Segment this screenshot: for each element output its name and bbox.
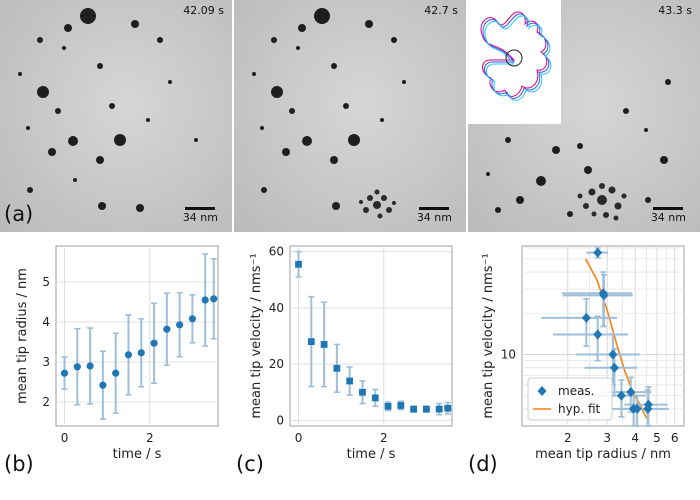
x-axis-label: mean tip radius / nm: [535, 447, 671, 462]
y-axis-label: mean tip velocity / nms⁻¹: [481, 253, 496, 418]
y-tick-label: 0: [276, 413, 284, 427]
y-tick-label: 40: [269, 301, 284, 315]
frame-timestamp: 42.7 s: [424, 4, 458, 17]
plot-frame: [289, 245, 453, 427]
x-tick-label: 2: [380, 431, 388, 445]
data-point: [188, 315, 197, 323]
data-point: [608, 349, 618, 360]
data-point: [112, 369, 120, 377]
chart-b: 0 2 2 3 4 5 time / s mean tip radius / nm: [0, 232, 232, 500]
contour-inset: [467, 0, 561, 124]
frame-timestamp: 43.3 s: [658, 4, 692, 17]
data-point: [435, 405, 443, 413]
scale-bar-label: 34 nm: [650, 211, 686, 224]
scale-bar: 34 nm: [183, 207, 218, 224]
data-point: [599, 290, 609, 301]
data-point: [371, 394, 379, 402]
y-axis-label: mean tip radius / nm: [15, 268, 30, 404]
data-point: [99, 381, 107, 389]
legend-label-meas: meas.: [558, 384, 595, 398]
data-point: [593, 247, 603, 258]
x-axis-label: time / s: [347, 447, 396, 462]
x-tick-label: 3: [603, 431, 611, 445]
x-tick-label: 2: [564, 431, 572, 445]
x-axis-label: time / s: [113, 447, 162, 462]
y-axis-label: mean tip velocity / nms⁻¹: [249, 253, 264, 418]
frame-timestamp: 42.09 s: [183, 4, 224, 17]
x-tick-label: 2: [146, 431, 154, 445]
micrograph-frame-2: 42.7 s 34 nm: [234, 0, 466, 232]
y-tick-label: 20: [269, 357, 284, 371]
panel-label-c: (c): [236, 452, 264, 476]
y-tick-label: 4: [42, 315, 50, 329]
data-point: [581, 312, 591, 323]
data-point: [410, 405, 418, 413]
data-point: [150, 339, 158, 347]
data-point: [163, 325, 171, 333]
data-point: [616, 390, 626, 401]
y-tick-label: 5: [42, 275, 50, 289]
scale-bar: 34 nm: [417, 207, 452, 224]
data-point: [333, 364, 341, 372]
data-point: [609, 362, 619, 373]
data-point: [201, 296, 209, 304]
data-point: [86, 362, 94, 370]
scale-bar: 34 nm: [651, 207, 686, 224]
x-tick-label: 0: [295, 431, 303, 445]
panel-label-a: (a): [4, 202, 34, 226]
data-point: [124, 351, 133, 359]
data-point: [346, 377, 354, 385]
y-tick-label: 2: [42, 395, 50, 409]
data-point: [359, 388, 366, 396]
data-point: [137, 349, 145, 357]
chart-c: 0 2 0 20 40 60 time / s mean tip velocity / nms…: [234, 232, 466, 500]
y-tick-label: 10: [501, 347, 516, 361]
legend-label-fit: hyp. fit: [558, 402, 601, 416]
data-point: [307, 338, 315, 346]
x-tick-label: 5: [653, 431, 661, 445]
panel-label-b: (b): [4, 452, 34, 476]
x-tick-label: 4: [631, 431, 639, 445]
y-tick-label: 60: [269, 245, 284, 259]
data-point: [593, 329, 603, 340]
data-point: [60, 369, 69, 377]
fit-line: [584, 258, 648, 419]
data-point: [384, 402, 392, 410]
data-point: [210, 295, 218, 303]
micrograph-frame-1: 42.09 s 34 nm: [0, 0, 232, 232]
plot-frame: [55, 245, 219, 427]
data-point: [444, 404, 452, 412]
data-point: [320, 341, 328, 348]
data-point: [632, 403, 642, 414]
data-point: [397, 402, 405, 409]
plot-frame: [521, 245, 685, 427]
x-tick-label: 6: [671, 431, 679, 445]
data-point: [73, 363, 81, 371]
y-tick-label: 3: [42, 355, 50, 369]
data-point: [423, 405, 430, 413]
data-point: [295, 260, 302, 268]
data-point: [643, 399, 653, 410]
x-tick-label: 0: [61, 431, 69, 445]
data-point: [626, 387, 636, 398]
data-point: [176, 321, 184, 329]
scale-bar-label: 34 nm: [182, 211, 218, 224]
scale-bar-label: 34 nm: [416, 211, 452, 224]
panel-label-d: (d): [468, 452, 498, 476]
chart-d: 2 3 4 5 6 10 mean tip radius / nm mean tip velo…: [466, 232, 700, 500]
legend-marker: [537, 386, 547, 396]
